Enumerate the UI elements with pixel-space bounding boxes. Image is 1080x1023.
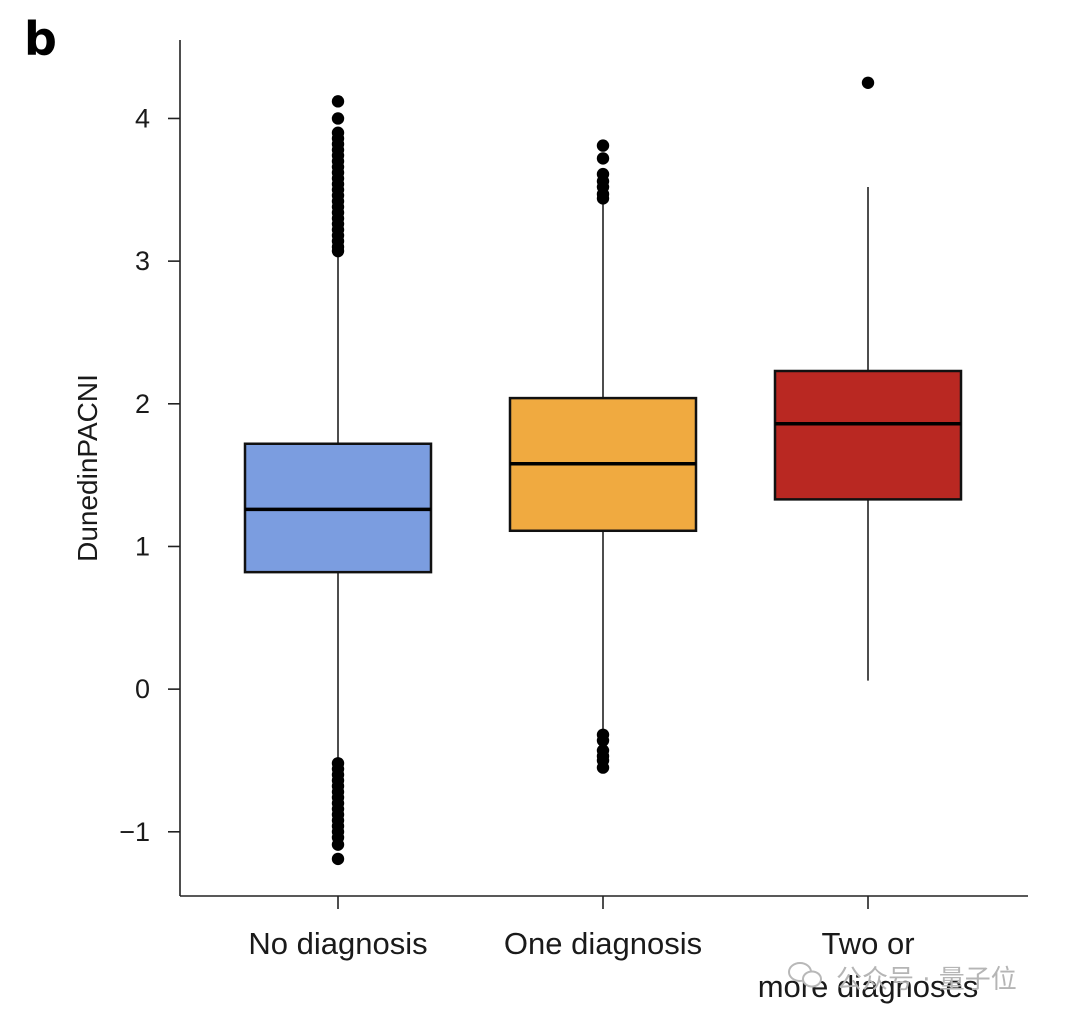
watermark-text: 公众号 · 量子位 bbox=[836, 965, 1017, 995]
outlier-point bbox=[596, 761, 610, 774]
y-tick-label: 4 bbox=[135, 103, 150, 133]
x-tick-label: One diagnosis bbox=[504, 926, 702, 961]
box-group bbox=[773, 76, 963, 681]
outlier-point bbox=[331, 112, 345, 125]
y-tick-label: −1 bbox=[119, 817, 150, 847]
y-tick-label: 2 bbox=[135, 389, 150, 419]
y-axis: −1 0 1 2 3 4 DunedinPACNI bbox=[72, 40, 181, 896]
boxes bbox=[243, 76, 963, 866]
box-group bbox=[508, 139, 698, 774]
x-tick-label: Two or bbox=[821, 926, 914, 961]
x-axis: No diagnosis One diagnosis Two or more diag… bbox=[180, 895, 1028, 1004]
y-tick-label: 0 bbox=[135, 674, 150, 704]
y-axis-title: DunedinPACNI bbox=[72, 374, 103, 562]
x-tick-label: No diagnosis bbox=[248, 926, 427, 961]
outlier-point bbox=[861, 76, 875, 90]
outlier-point bbox=[596, 192, 610, 205]
box-group bbox=[243, 95, 433, 866]
watermark: 公众号 · 量子位 bbox=[788, 962, 1017, 995]
y-ticks: −1 0 1 2 3 4 bbox=[119, 103, 180, 847]
outlier-point bbox=[596, 152, 610, 165]
y-tick-label: 3 bbox=[135, 246, 150, 276]
iqr-box bbox=[773, 369, 963, 501]
y-tick-label: 1 bbox=[135, 531, 150, 561]
x-ticks: No diagnosis One diagnosis Two or more diag… bbox=[248, 896, 978, 1004]
outlier-point bbox=[331, 838, 345, 851]
outlier-point bbox=[596, 139, 610, 152]
panel-label: b bbox=[24, 12, 57, 66]
x-tick-label: more diagnoses bbox=[758, 969, 979, 1004]
outlier-point bbox=[331, 95, 345, 108]
outlier-point bbox=[331, 852, 345, 866]
wechat-icon bbox=[788, 962, 822, 988]
outlier-point bbox=[331, 244, 345, 258]
outlier-point bbox=[596, 734, 610, 747]
